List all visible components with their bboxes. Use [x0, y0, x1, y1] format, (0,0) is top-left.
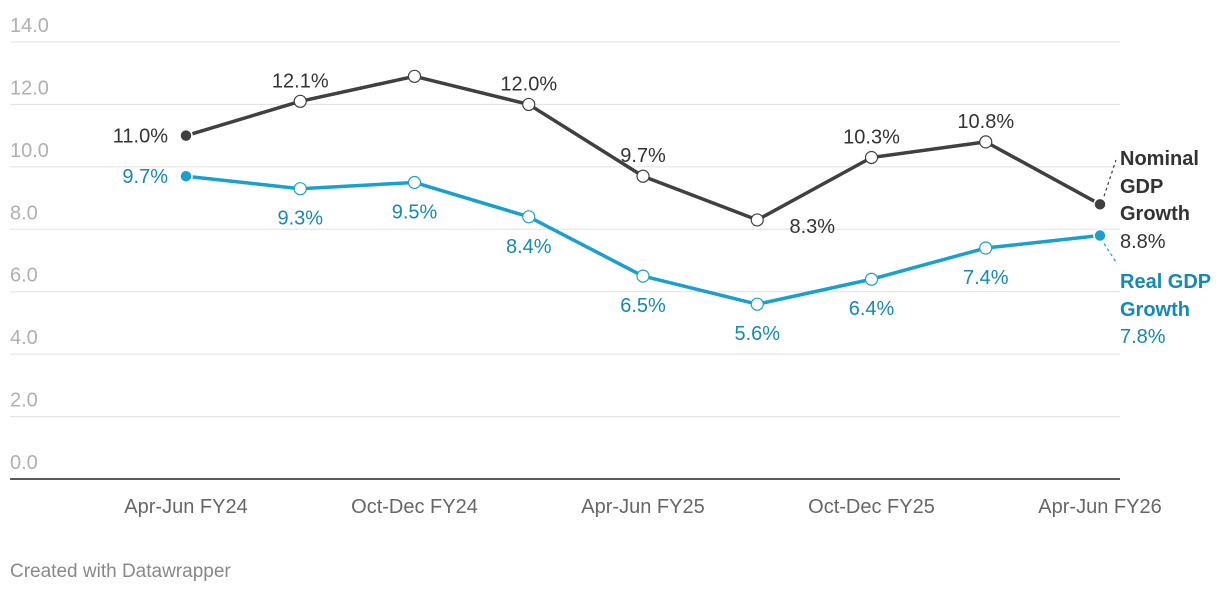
data-point [293, 94, 307, 108]
data-point [407, 69, 422, 83]
legend-entry: Nominal GDP Growth 8.8% [1120, 146, 1218, 256]
value-label: 8.3% [789, 216, 835, 238]
x-tick-label: Apr-Jun FY26 [1038, 496, 1161, 518]
value-label: 9.5% [392, 201, 438, 223]
y-tick-label: 0.0 [10, 452, 38, 474]
x-tick-label: Oct-Dec FY24 [351, 496, 478, 518]
leader-line [1103, 243, 1117, 263]
data-point [522, 97, 536, 112]
credit: Created with Datawrapper [10, 561, 231, 582]
y-tick-label: 12.0 [10, 77, 49, 99]
y-tick-label: 6.0 [10, 265, 38, 287]
value-label: 5.6% [734, 323, 780, 345]
legend-entry: Real GDP Growth 7.8% [1120, 269, 1218, 352]
data-point [1093, 228, 1107, 243]
value-label: 10.3% [843, 126, 900, 148]
x-tick-label: Apr-Jun FY25 [581, 496, 704, 518]
data-point [979, 135, 993, 149]
y-tick-label: 10.0 [10, 140, 49, 162]
leader-line [1103, 159, 1117, 197]
value-label: 9.7% [122, 166, 168, 188]
data-point [1093, 197, 1107, 212]
data-point [407, 175, 422, 190]
value-label: 8.8% [1120, 230, 1166, 253]
legend-label: Nominal GDP Growth [1120, 148, 1199, 225]
value-label: 8.4% [506, 236, 552, 258]
data-point [864, 272, 879, 286]
value-label: 10.8% [957, 111, 1014, 133]
data-point [750, 213, 764, 227]
x-tick-label: Apr-Jun FY24 [124, 496, 247, 518]
y-tick-label: 8.0 [10, 202, 38, 224]
data-point [636, 169, 650, 183]
value-label: 6.4% [849, 298, 895, 320]
legend-label: Real GDP Growth [1120, 271, 1211, 321]
value-label: 11.0% [113, 126, 168, 148]
value-label: 7.4% [963, 267, 1009, 289]
data-point [636, 269, 650, 283]
y-tick-label: 2.0 [10, 390, 38, 412]
value-label: 7.8% [1120, 326, 1166, 348]
x-tick-label: Oct-Dec FY25 [808, 496, 935, 518]
y-tick-label: 4.0 [10, 327, 38, 349]
data-point [293, 182, 307, 196]
value-label: 12.0% [500, 73, 557, 95]
y-tick-label: 14.0 [10, 15, 49, 37]
data-point [522, 210, 536, 224]
value-label: 9.3% [277, 208, 323, 230]
data-point [750, 297, 764, 311]
data-point [179, 128, 193, 143]
data-point [179, 169, 193, 183]
value-label: 9.7% [620, 145, 666, 167]
data-point [864, 150, 879, 165]
value-label: 12.1% [272, 70, 329, 92]
value-label: 6.5% [620, 295, 666, 317]
data-point [979, 241, 993, 255]
